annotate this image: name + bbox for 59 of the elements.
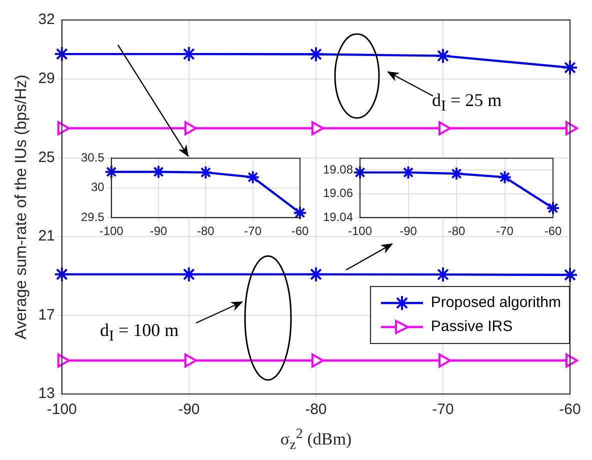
legend-label: Passive IRS: [430, 317, 514, 337]
point: [54, 266, 70, 282]
point: [438, 353, 451, 368]
point: [566, 353, 578, 368]
point: [104, 164, 118, 179]
x-tick-label: -90: [150, 224, 168, 238]
x-tick-label: -70: [244, 224, 262, 238]
point: [308, 46, 324, 62]
y-tick-label: 25: [38, 148, 55, 166]
point: [450, 166, 464, 181]
point: [562, 266, 578, 283]
annotation: d$_{I}$ = 100 m: [100, 320, 179, 346]
x-tick-label: -100: [46, 401, 77, 418]
point: [438, 121, 451, 136]
point: [57, 121, 70, 136]
point: [566, 121, 578, 136]
y-tick-label: 30: [90, 180, 105, 194]
point: [311, 353, 324, 368]
point: [308, 266, 324, 282]
point: [198, 165, 213, 180]
point: [401, 165, 416, 180]
point: [57, 353, 70, 368]
x-tick-label: -100: [99, 224, 124, 238]
point: [180, 266, 197, 282]
x-axis-title: σ$_{z}$$^{2}$ (dBm): [279, 426, 353, 454]
x-tick-label: -70: [432, 401, 454, 418]
y-tick-label: 17: [38, 306, 55, 324]
point: [546, 201, 560, 216]
y-tick-label: 29: [38, 70, 55, 88]
y-tick-label: 19.04: [323, 210, 354, 224]
y-tick-label: 13: [38, 385, 55, 402]
y-axis-title: Average sum-rate of the IUs (bps/Hz): [13, 74, 30, 340]
x-tick-label: -80: [448, 224, 466, 238]
x-tick-label: -100: [348, 224, 372, 238]
y-tick-label: 30.5: [80, 150, 105, 165]
x-tick-label: -60: [291, 224, 309, 238]
point: [498, 170, 512, 184]
point: [246, 170, 260, 184]
y-tick-label: 19.08: [323, 162, 354, 176]
x-tick-label: -60: [559, 401, 581, 418]
annotation: d$_{I}$ = 25 m: [432, 90, 502, 116]
y-tick-label: 19.06: [323, 186, 354, 200]
point: [562, 60, 578, 76]
y-tick-label: 21: [38, 228, 55, 245]
point: [311, 121, 324, 136]
point: [152, 164, 166, 179]
x-tick-label: -80: [305, 401, 327, 418]
x-tick-label: -70: [496, 224, 514, 238]
point: [184, 121, 197, 136]
point: [434, 48, 451, 64]
x-tick-label: -80: [197, 224, 215, 238]
point: [184, 353, 197, 368]
x-tick-label: -90: [178, 401, 200, 418]
x-tick-label: -90: [400, 224, 418, 238]
y-tick-label: 29.5: [80, 210, 105, 224]
point: [293, 206, 307, 220]
y-tick-label: 32: [38, 11, 55, 28]
legend-label: Proposed algorithm: [430, 293, 561, 313]
x-tick-label: -60: [544, 224, 562, 238]
